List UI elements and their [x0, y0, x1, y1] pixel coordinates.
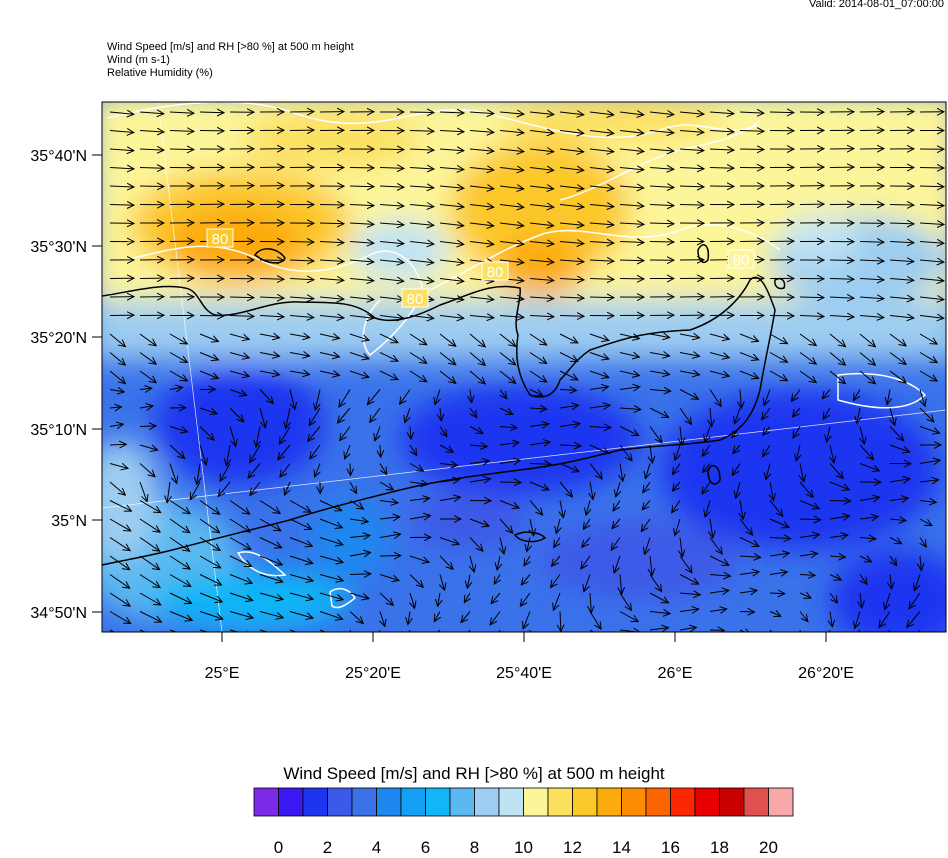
colorbar: [0, 780, 948, 820]
colorbar-box: [426, 788, 451, 816]
colorbar-label: 18: [710, 838, 729, 858]
colorbar-box: [769, 788, 794, 816]
colorbar-box: [254, 788, 279, 816]
wind-arrow: [350, 186, 374, 187]
wind-arrow: [500, 482, 521, 483]
wind-arrow: [140, 426, 156, 427]
lon-label-3: 25°40'E: [496, 665, 552, 682]
wind-arrow: [590, 297, 614, 298]
colorbar-label: 12: [563, 838, 582, 858]
lat-label-4: 35°10'N: [30, 422, 87, 439]
colorbar-box: [622, 788, 647, 816]
wind-arrow: [680, 205, 704, 206]
wind-arrow: [770, 112, 794, 113]
wind-arrow: [110, 444, 126, 445]
colorbar-label: 2: [323, 838, 332, 858]
wind-arrow: [170, 149, 194, 150]
longitude-labels: 25°E 25°20'E 25°40'E 26°E 26°20'E: [205, 665, 854, 682]
wind-arrow: [710, 168, 734, 169]
wind-arrow: [920, 168, 944, 169]
colorbar-label: 8: [470, 838, 479, 858]
wind-arrow: [350, 574, 371, 575]
colorbar-box: [646, 788, 671, 816]
wind-arrow: [380, 149, 404, 150]
wind-arrow: [230, 297, 254, 298]
wind-arrow: [770, 593, 785, 594]
wind-arrow: [530, 464, 551, 465]
latitude-labels: 35°40'N 35°30'N 35°20'N 35°10'N 35°N 34°…: [30, 148, 87, 622]
wind-arrow: [650, 242, 674, 243]
colorbar-box: [279, 788, 304, 816]
wind-arrow: [493, 630, 500, 647]
colorbar-box: [573, 788, 598, 816]
contour-label-3: 80: [487, 264, 504, 281]
lon-label-1: 25°E: [205, 665, 240, 682]
colorbar-box: [450, 788, 475, 816]
colorbar-box: [475, 788, 500, 816]
wind-arrow: [830, 501, 851, 502]
contour-label-1: 80: [212, 231, 229, 248]
colorbar-box: [401, 788, 426, 816]
colorbar-label: 16: [661, 838, 680, 858]
wind-speed-field: [80, 90, 948, 650]
lon-label-5: 26°20'E: [798, 665, 854, 682]
wind-arrow: [320, 205, 344, 206]
colorbar-label: 20: [759, 838, 778, 858]
wind-arrow: [110, 205, 134, 206]
colorbar-box: [328, 788, 353, 816]
colorbar-label: 6: [421, 838, 430, 858]
wind-arrow: [800, 297, 824, 298]
wind-arrow: [830, 260, 854, 261]
wind-arrow: [740, 612, 755, 613]
lon-label-4: 26°E: [658, 665, 693, 682]
colorbar-box: [499, 788, 524, 816]
wind-arrow: [909, 630, 921, 648]
wind-arrow: [530, 630, 531, 650]
wind-arrow: [290, 242, 314, 243]
lat-label-2: 35°30'N: [30, 239, 87, 256]
wind-arrow: [380, 556, 401, 557]
contour-label-2: 80: [407, 291, 424, 308]
colorbar-box: [720, 788, 745, 816]
colorbar-box: [695, 788, 720, 816]
wind-arrow: [350, 464, 351, 476]
colorbar-box: [377, 788, 402, 816]
colorbar-box: [303, 788, 328, 816]
colorbar-box: [671, 788, 696, 816]
wind-arrow: [560, 630, 571, 648]
wind-arrow: [890, 205, 914, 206]
lat-label-3: 35°20'N: [30, 330, 87, 347]
wind-arrow: [620, 260, 644, 261]
colorbar-box: [352, 788, 377, 816]
map-figure: 80 80 80 80 35°40'N 35°30'N 35°20'N 35°1…: [0, 0, 948, 700]
colorbar-box: [744, 788, 769, 816]
wind-arrow: [380, 445, 381, 457]
lat-label-6: 34°50'N: [30, 605, 87, 622]
lon-label-2: 25°20'E: [345, 665, 401, 682]
colorbar-label: 10: [514, 838, 533, 858]
wind-arrow: [200, 112, 224, 113]
wind-arrow: [140, 186, 164, 187]
colorbar-label: 14: [612, 838, 631, 858]
wind-arrow: [410, 112, 434, 113]
contour-label-4: 80: [733, 252, 750, 269]
colorbar-label: 4: [372, 838, 381, 858]
colorbar-box: [597, 788, 622, 816]
wind-arrow: [860, 242, 884, 243]
colorbar-box: [524, 788, 549, 816]
lat-label-1: 35°40'N: [30, 148, 87, 165]
wind-arrow: [740, 149, 764, 150]
colorbar-label: 0: [274, 838, 283, 858]
colorbar-box: [548, 788, 573, 816]
lat-label-5: 35°N: [51, 513, 87, 530]
